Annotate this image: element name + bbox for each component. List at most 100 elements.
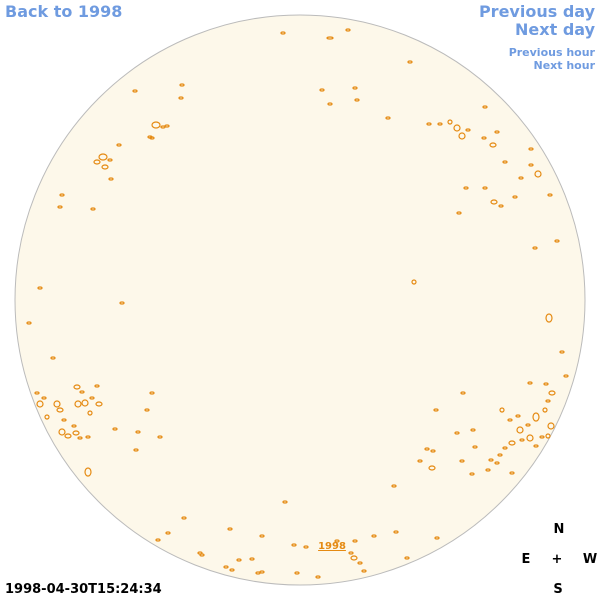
contour-mark xyxy=(61,418,67,422)
contour-mark xyxy=(458,132,466,140)
contour-mark xyxy=(326,36,334,40)
contour-mark xyxy=(485,468,491,472)
contour-mark xyxy=(426,122,432,126)
contour-mark xyxy=(563,374,569,378)
contour-mark xyxy=(391,484,397,488)
contour-mark xyxy=(456,211,462,215)
contour-mark xyxy=(249,557,255,561)
observation-timestamp: 1998-04-30T15:24:34 xyxy=(5,582,162,597)
contour-mark xyxy=(542,407,548,413)
next-day-link[interactable]: Next day xyxy=(515,20,595,39)
contour-mark xyxy=(53,400,61,408)
contour-mark xyxy=(179,83,185,87)
contour-mark xyxy=(81,399,89,407)
contour-mark xyxy=(93,159,101,165)
contour-mark xyxy=(315,575,321,579)
contour-mark xyxy=(90,207,96,211)
contour-mark xyxy=(547,422,555,430)
contour-mark xyxy=(543,382,549,386)
contour-mark xyxy=(280,31,286,35)
contour-mark xyxy=(34,391,40,395)
contour-mark xyxy=(259,570,265,574)
contour-mark xyxy=(428,465,436,471)
compass-center: + xyxy=(551,552,563,567)
contour-mark xyxy=(41,396,47,400)
contour-mark xyxy=(348,551,354,555)
contour-mark xyxy=(354,98,360,102)
next-hour-link[interactable]: Next hour xyxy=(533,59,596,72)
contour-mark xyxy=(516,426,524,434)
contour-mark xyxy=(147,135,153,139)
contour-mark xyxy=(157,435,163,439)
contour-mark xyxy=(85,435,91,439)
contour-mark xyxy=(460,391,466,395)
contour-mark xyxy=(73,384,81,390)
contour-mark xyxy=(352,539,358,543)
contour-mark xyxy=(57,205,63,209)
contour-mark xyxy=(77,436,83,440)
contour-mark xyxy=(447,119,453,125)
active-region-contours xyxy=(26,28,569,579)
contour-mark xyxy=(71,424,77,428)
contour-mark xyxy=(98,153,108,161)
contour-mark xyxy=(532,246,538,250)
contour-mark xyxy=(385,116,391,120)
contour-mark xyxy=(417,459,423,463)
contour-mark xyxy=(101,164,109,170)
contour-mark xyxy=(481,136,487,140)
contour-mark xyxy=(499,407,505,413)
contour-mark xyxy=(44,414,50,420)
contour-mark xyxy=(547,193,553,197)
contour-mark xyxy=(361,569,367,573)
contour-mark xyxy=(437,122,443,126)
contour-mark xyxy=(459,459,465,463)
contour-mark xyxy=(223,565,229,569)
contour-mark xyxy=(178,96,184,100)
contour-mark xyxy=(494,130,500,134)
contour-mark xyxy=(36,400,44,408)
contour-mark xyxy=(132,89,138,93)
contour-mark xyxy=(498,204,504,208)
contour-mark xyxy=(453,124,461,132)
previous-hour-link[interactable]: Previous hour xyxy=(508,46,595,59)
contour-mark xyxy=(509,471,515,475)
contour-mark xyxy=(294,571,300,575)
contour-mark xyxy=(74,400,82,408)
contour-mark xyxy=(526,434,534,442)
contour-mark xyxy=(119,301,125,305)
back-to-year-link[interactable]: Back to 1998 xyxy=(5,2,123,21)
contour-mark xyxy=(303,545,309,549)
year-link[interactable]: 1998 xyxy=(318,541,346,552)
solar-disk xyxy=(14,14,586,586)
contour-mark xyxy=(37,286,43,290)
contour-mark xyxy=(430,449,436,453)
contour-mark xyxy=(472,445,478,449)
contour-mark xyxy=(197,551,203,555)
contour-mark xyxy=(463,186,469,190)
previous-day-link[interactable]: Previous day xyxy=(478,2,595,21)
contour-mark xyxy=(327,102,333,106)
contour-mark xyxy=(534,170,542,178)
contour-mark xyxy=(357,561,363,565)
contour-mark xyxy=(532,412,540,422)
contour-mark xyxy=(407,60,413,64)
contour-mark xyxy=(165,531,171,535)
compass-south: S xyxy=(553,582,563,597)
compass-north: N xyxy=(553,522,565,537)
contour-mark xyxy=(95,401,103,407)
contour-mark xyxy=(507,418,513,422)
compass-east: E xyxy=(521,552,531,567)
contour-mark xyxy=(89,396,95,400)
contour-mark xyxy=(433,408,439,412)
contour-mark xyxy=(236,558,242,562)
contour-mark xyxy=(345,28,351,32)
contour-mark xyxy=(559,350,565,354)
contour-mark xyxy=(181,516,187,520)
contour-mark xyxy=(424,447,430,451)
contour-mark xyxy=(135,430,141,434)
contour-mark xyxy=(227,527,233,531)
contour-mark xyxy=(84,467,92,477)
contour-mark xyxy=(149,391,155,395)
contour-mark xyxy=(515,414,521,418)
contour-mark xyxy=(371,534,377,538)
